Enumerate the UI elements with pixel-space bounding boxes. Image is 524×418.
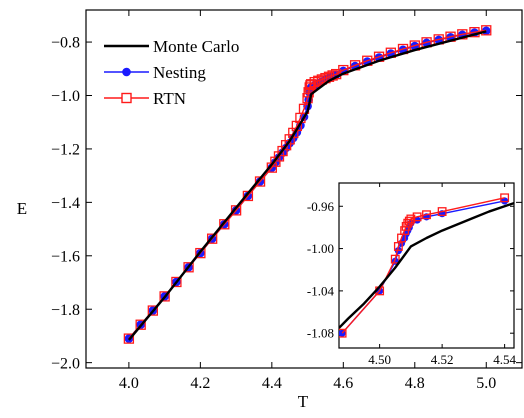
legend-marker-nesting [122, 67, 131, 77]
inset-y-tick-label: -1.08 [307, 326, 334, 341]
main-point-rtn [123, 333, 135, 344]
legend-entry-nesting: Nesting [104, 63, 206, 82]
main-x-tick-label: 4.0 [119, 375, 139, 392]
main-x-tick-label: 4.8 [405, 375, 425, 392]
main-point-rtn [159, 291, 170, 302]
main-point-rtn [284, 134, 295, 145]
legend: Monte Carlo Nesting RTN [104, 37, 239, 108]
inset-plot-frame [338, 182, 515, 349]
main-series-monte-carlo [127, 30, 487, 341]
y-axis-label: E [17, 199, 27, 218]
main-x-tick-label: 4.2 [190, 375, 210, 392]
main-plot-frame [85, 9, 523, 369]
inset-point-rtn [390, 254, 400, 264]
main-point-rtn [171, 276, 182, 288]
main-x-tick-label: 4.4 [262, 375, 282, 392]
inset-point-rtn [412, 212, 422, 222]
inset-point-rtn [500, 193, 510, 203]
inset-point-rtn [339, 328, 347, 338]
main-point-rtn [242, 190, 254, 202]
main-point-rtn [277, 145, 288, 157]
main-line-monte-carlo [127, 30, 487, 341]
inset-series-rtn [339, 193, 510, 338]
x-axis-label: T [298, 392, 309, 411]
legend-entry-rtn: RTN [104, 89, 186, 108]
main-y-tick-label: −1.4 [51, 195, 80, 212]
main-y-tick-label: −1.0 [51, 88, 80, 105]
main-y-tick-label: −1.8 [51, 302, 80, 319]
inset-line-monte-carlo [339, 201, 514, 329]
main-point-rtn [305, 79, 317, 90]
main-x-tick-label: 4.6 [333, 375, 353, 392]
main-point-rtn [309, 76, 320, 88]
legend-label-nesting: Nesting [153, 63, 206, 82]
main-point-rtn [288, 127, 299, 139]
legend-label-monte-carlo: Monte Carlo [153, 37, 239, 56]
inset-y-tick-label: -0.96 [307, 199, 335, 214]
inset-y-tick-label: -1.04 [307, 283, 335, 298]
main-y-tick-label: −1.6 [51, 248, 80, 265]
inset-plot: 4.50 4.52 4.54 -1.08 -1.04 -1.00 -0.96 [307, 182, 517, 367]
main-point-rtn [219, 219, 230, 230]
main-point-rtn [313, 75, 324, 86]
inset-x-tick-label: 4.52 [431, 352, 454, 367]
inset-point-rtn [406, 214, 416, 224]
main-point-rtn [206, 233, 218, 244]
inset-x-tick-label: 4.54 [493, 352, 516, 367]
inset-series-monte-carlo [339, 201, 514, 329]
inset-x-tick-label: 4.50 [368, 352, 391, 367]
main-point-rtn [273, 151, 285, 162]
main-point-rtn [302, 92, 313, 104]
legend-entry-monte-carlo: Monte Carlo [104, 37, 239, 56]
main-point-rtn [481, 25, 492, 36]
main-x-tick-label: 5.0 [476, 375, 496, 392]
main-plot: 4.0 4.2 4.4 4.6 4.8 5.0 −2.0 −1.8 −1.6 −1.4 −1.2 −1… [51, 9, 523, 392]
main-point-rtn [316, 74, 328, 85]
main-point-rtn [195, 247, 206, 259]
main-y-tick-label: −1.2 [51, 142, 80, 159]
main-point-rtn [270, 156, 281, 167]
main-point-rtn [147, 305, 158, 316]
inset-plot-area [339, 193, 514, 338]
inset-point-rtn [393, 242, 403, 251]
main-y-tick-label: −2.0 [51, 355, 80, 372]
legend-marker-rtn [121, 92, 132, 104]
inset-point-rtn [422, 210, 431, 220]
main-plot-area [123, 25, 492, 344]
main-point-rtn [183, 262, 194, 273]
main-point-rtn [135, 319, 146, 330]
main-y-tick-label: −0.8 [51, 35, 80, 52]
legend-label-rtn: RTN [153, 89, 186, 108]
main-point-rtn [280, 140, 292, 151]
inset-y-tick-label: -1.00 [307, 241, 334, 256]
inset-point-rtn [437, 207, 447, 216]
